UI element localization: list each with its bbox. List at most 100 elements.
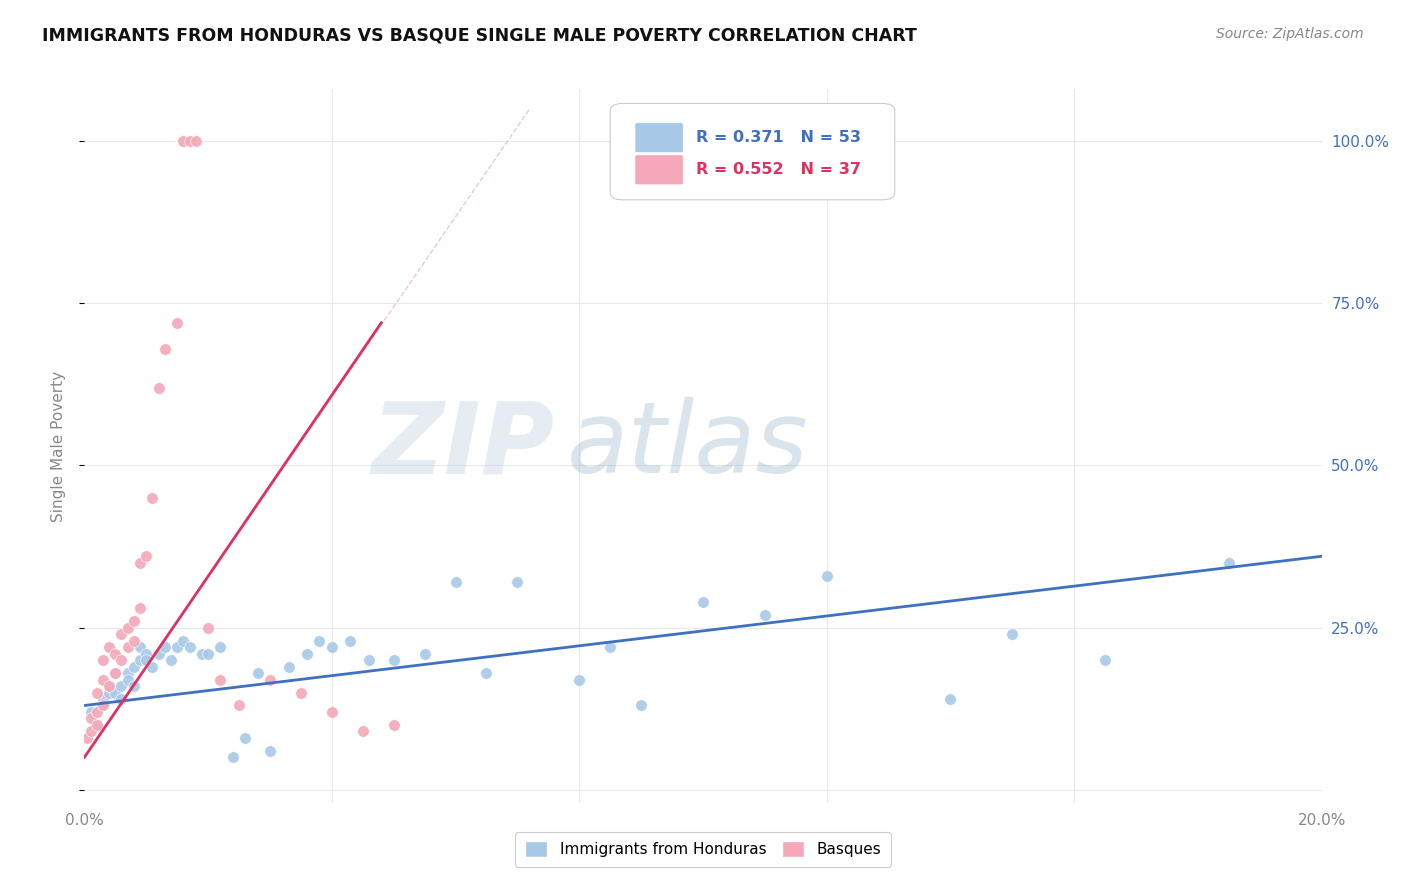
Point <box>135 549 157 564</box>
Point <box>246 666 269 681</box>
Legend: Immigrants from Honduras, Basques: Immigrants from Honduras, Basques <box>516 832 890 866</box>
Point <box>141 659 163 673</box>
Point <box>209 640 232 654</box>
Point <box>754 607 776 622</box>
Point <box>166 316 188 330</box>
Point <box>259 744 281 758</box>
Point <box>321 705 343 719</box>
Point <box>352 724 374 739</box>
Point <box>122 614 145 628</box>
Point <box>91 673 114 687</box>
Point <box>413 647 436 661</box>
Point <box>321 640 343 654</box>
Point <box>222 750 245 764</box>
Point <box>117 673 139 687</box>
Point <box>110 679 132 693</box>
Point <box>86 685 108 699</box>
Point <box>86 718 108 732</box>
Point <box>692 595 714 609</box>
Point <box>277 659 299 673</box>
Point <box>104 685 127 699</box>
Point <box>179 134 201 148</box>
Point <box>98 685 121 699</box>
Point <box>104 647 127 661</box>
Point <box>122 659 145 673</box>
Text: IMMIGRANTS FROM HONDURAS VS BASQUE SINGLE MALE POVERTY CORRELATION CHART: IMMIGRANTS FROM HONDURAS VS BASQUE SINGL… <box>42 27 917 45</box>
Point <box>166 640 188 654</box>
Point <box>91 698 114 713</box>
Point <box>110 627 132 641</box>
Point <box>129 556 152 570</box>
Point <box>382 718 405 732</box>
Point <box>1094 653 1116 667</box>
Point <box>79 705 101 719</box>
Point <box>259 673 281 687</box>
Point <box>172 134 194 148</box>
Point <box>153 342 176 356</box>
Point <box>233 731 256 745</box>
Point <box>444 575 467 590</box>
Point <box>91 653 114 667</box>
Point <box>91 698 114 713</box>
Point <box>290 685 312 699</box>
Point <box>117 621 139 635</box>
Y-axis label: Single Male Poverty: Single Male Poverty <box>51 370 66 522</box>
Point <box>129 640 152 654</box>
Point <box>228 698 250 713</box>
Point <box>129 653 152 667</box>
Point <box>79 724 101 739</box>
Point <box>148 381 170 395</box>
Point <box>117 666 139 681</box>
Point <box>135 653 157 667</box>
Point <box>153 640 176 654</box>
Point <box>568 673 591 687</box>
Point <box>86 718 108 732</box>
Point <box>630 698 652 713</box>
Point <box>76 731 98 745</box>
Point <box>141 491 163 505</box>
Point <box>357 653 380 667</box>
Point <box>117 640 139 654</box>
Point <box>110 692 132 706</box>
Text: R = 0.552   N = 37: R = 0.552 N = 37 <box>696 162 860 178</box>
Point <box>939 692 962 706</box>
Point <box>104 666 127 681</box>
Point <box>129 601 152 615</box>
Point <box>475 666 498 681</box>
Point <box>184 134 207 148</box>
Point <box>197 647 219 661</box>
Point <box>79 711 101 725</box>
Point <box>98 679 121 693</box>
Point <box>160 653 183 667</box>
Point <box>815 568 838 582</box>
Point <box>382 653 405 667</box>
Point <box>172 633 194 648</box>
Point <box>295 647 318 661</box>
Point <box>104 666 127 681</box>
Point <box>110 653 132 667</box>
Point <box>98 679 121 693</box>
Point <box>1001 627 1024 641</box>
Point <box>197 621 219 635</box>
Point <box>308 633 330 648</box>
Point <box>339 633 361 648</box>
Point <box>148 647 170 661</box>
Text: R = 0.371   N = 53: R = 0.371 N = 53 <box>696 130 860 145</box>
FancyBboxPatch shape <box>610 103 894 200</box>
Point <box>599 640 621 654</box>
Point <box>135 647 157 661</box>
Point <box>122 633 145 648</box>
Point <box>122 679 145 693</box>
Point <box>91 692 114 706</box>
Point <box>98 640 121 654</box>
Point <box>86 705 108 719</box>
Text: atlas: atlas <box>567 398 808 494</box>
Text: Source: ZipAtlas.com: Source: ZipAtlas.com <box>1216 27 1364 41</box>
Point <box>179 640 201 654</box>
Point <box>506 575 529 590</box>
FancyBboxPatch shape <box>636 155 683 185</box>
Point <box>1218 556 1240 570</box>
Point <box>209 673 232 687</box>
FancyBboxPatch shape <box>636 123 683 153</box>
Point <box>191 647 214 661</box>
